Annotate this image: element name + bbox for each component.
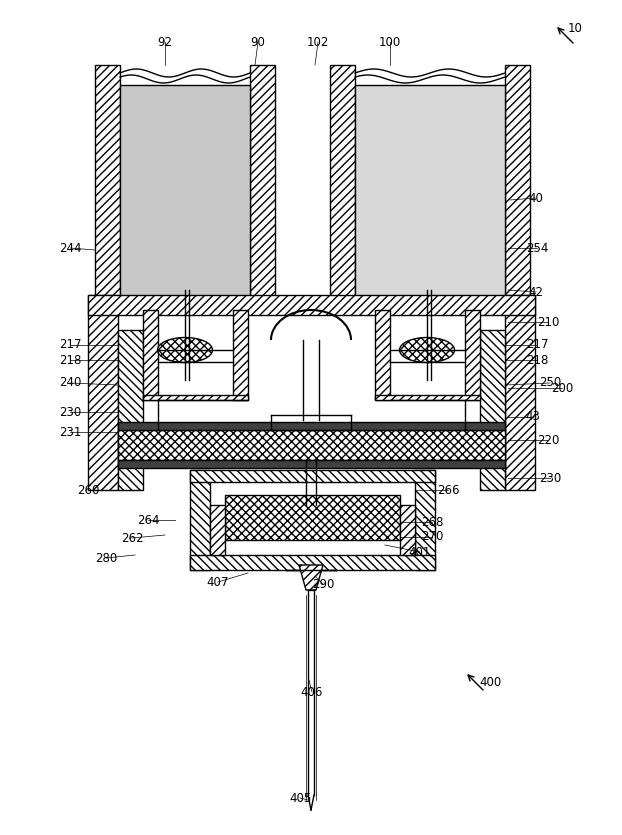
- Polygon shape: [415, 470, 435, 570]
- Polygon shape: [233, 310, 248, 400]
- Text: 40: 40: [529, 191, 544, 205]
- Ellipse shape: [399, 337, 455, 362]
- Polygon shape: [143, 395, 248, 400]
- Polygon shape: [330, 65, 355, 300]
- Text: 90: 90: [251, 36, 266, 48]
- Wedge shape: [271, 300, 351, 340]
- Text: 280: 280: [95, 551, 117, 564]
- Bar: [355, 85, 505, 300]
- Polygon shape: [299, 565, 323, 590]
- Text: 266: 266: [437, 483, 459, 497]
- Text: 254: 254: [526, 241, 548, 255]
- Polygon shape: [505, 65, 530, 300]
- Ellipse shape: [157, 337, 213, 362]
- Polygon shape: [190, 470, 435, 482]
- Polygon shape: [480, 330, 505, 490]
- Text: 250: 250: [539, 377, 561, 389]
- Text: 240: 240: [59, 377, 81, 389]
- Text: 100: 100: [379, 36, 401, 48]
- Text: 268: 268: [421, 515, 443, 529]
- Polygon shape: [400, 505, 415, 555]
- Polygon shape: [465, 310, 480, 400]
- Text: 290: 290: [312, 578, 334, 590]
- Polygon shape: [250, 65, 275, 300]
- Text: 401: 401: [409, 545, 431, 559]
- Text: 102: 102: [307, 36, 329, 48]
- Polygon shape: [118, 460, 505, 468]
- Text: 217: 217: [58, 338, 81, 352]
- Polygon shape: [190, 555, 435, 570]
- Text: 230: 230: [539, 472, 561, 484]
- Polygon shape: [118, 330, 143, 490]
- Text: 217: 217: [526, 338, 548, 352]
- Text: 218: 218: [59, 353, 81, 367]
- Text: 262: 262: [121, 532, 143, 544]
- Polygon shape: [88, 295, 118, 490]
- Polygon shape: [88, 295, 535, 315]
- Polygon shape: [118, 422, 505, 430]
- Polygon shape: [95, 65, 120, 300]
- Text: 270: 270: [421, 530, 443, 544]
- Bar: [120, 85, 250, 300]
- Text: 405: 405: [289, 792, 311, 804]
- Text: 406: 406: [301, 686, 323, 699]
- Text: 10: 10: [567, 22, 582, 34]
- Polygon shape: [190, 470, 210, 570]
- Polygon shape: [505, 295, 535, 490]
- Text: 218: 218: [526, 353, 548, 367]
- Polygon shape: [375, 310, 390, 400]
- Polygon shape: [143, 310, 158, 400]
- Text: 231: 231: [59, 426, 81, 438]
- Polygon shape: [210, 505, 225, 555]
- Text: 264: 264: [137, 514, 159, 527]
- Text: 210: 210: [537, 316, 559, 328]
- Text: 244: 244: [58, 241, 81, 255]
- Text: 92: 92: [157, 36, 172, 48]
- Polygon shape: [118, 430, 505, 460]
- Text: 220: 220: [537, 433, 559, 447]
- Text: 407: 407: [207, 575, 229, 589]
- Text: 260: 260: [77, 483, 99, 497]
- Text: 230: 230: [59, 406, 81, 418]
- Polygon shape: [375, 395, 480, 400]
- Text: 43: 43: [526, 411, 541, 423]
- Text: 42: 42: [529, 286, 544, 298]
- Text: 200: 200: [551, 382, 573, 394]
- Text: 400: 400: [479, 676, 501, 690]
- Polygon shape: [225, 495, 400, 540]
